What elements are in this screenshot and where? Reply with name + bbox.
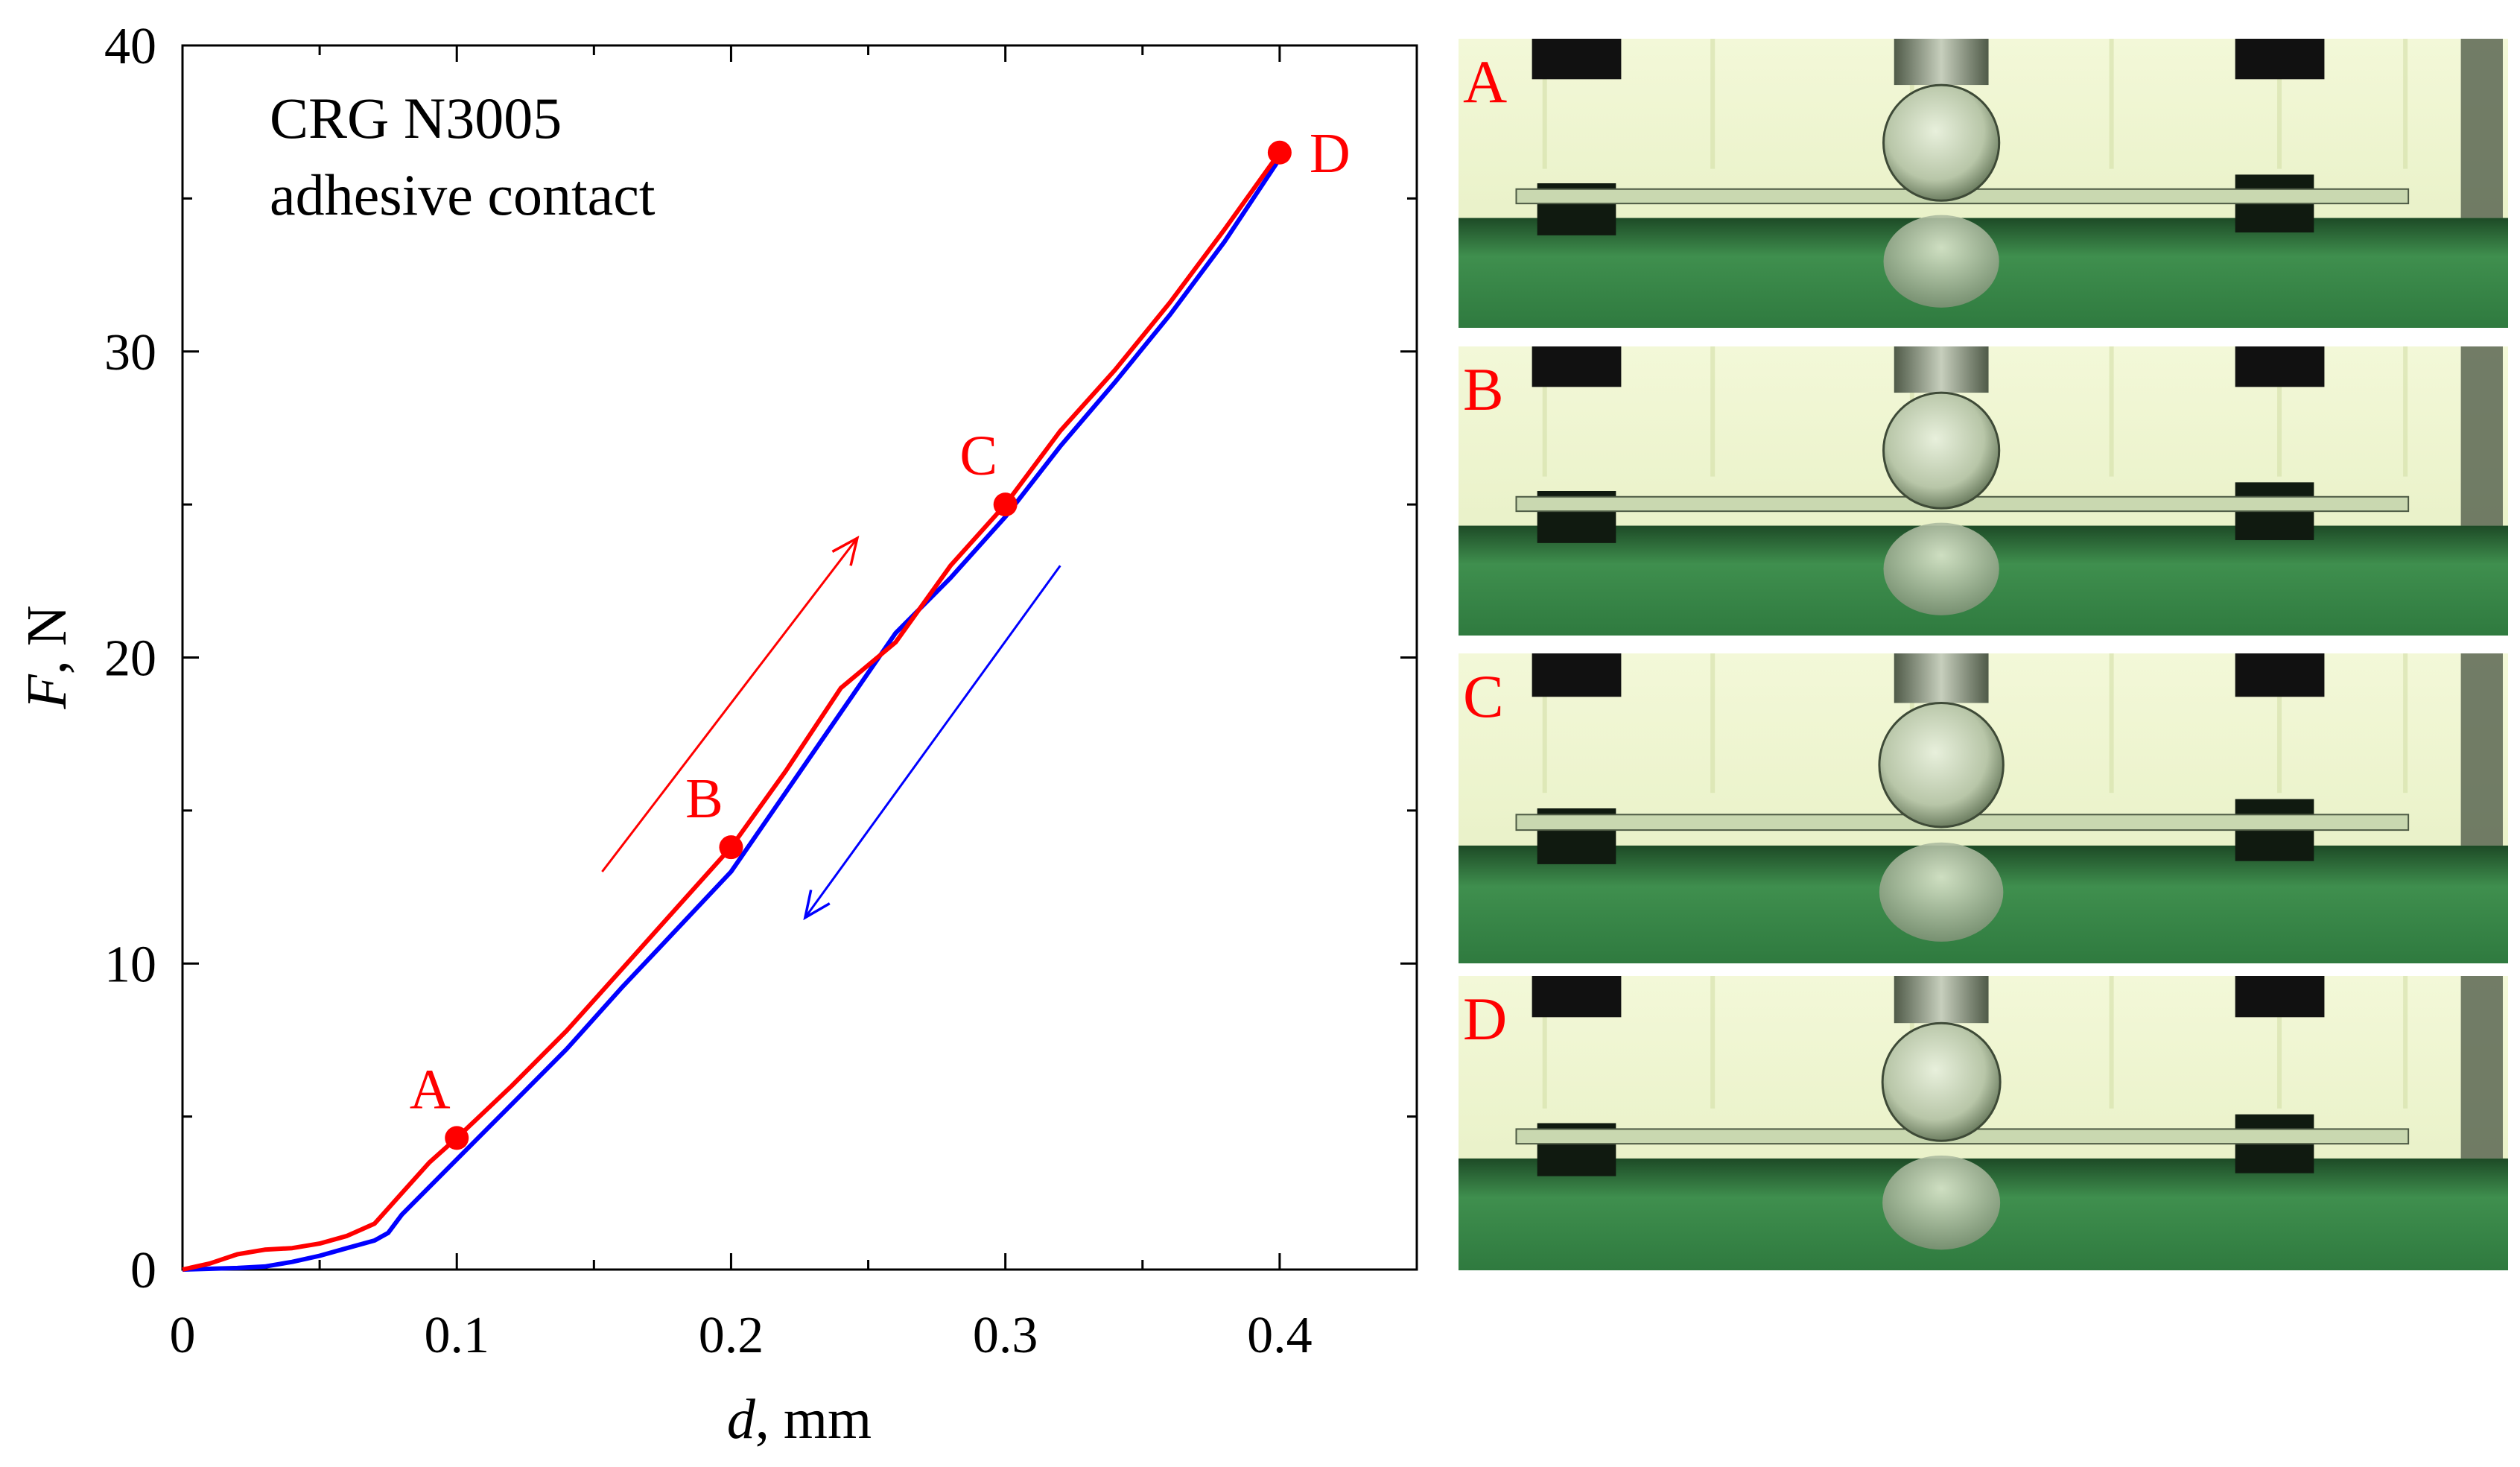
point-c-marker: [993, 492, 1018, 517]
photo-top-block-right: [2235, 346, 2325, 387]
x-axis-label: d, mm: [727, 1388, 872, 1451]
photo-ball: [1878, 702, 2005, 828]
photo-streak: [2109, 976, 2114, 1109]
chart-title-line-1: CRG N3005: [270, 86, 562, 150]
y-axis-variable: F: [16, 674, 78, 710]
axis-ticks: [181, 44, 1418, 1271]
axis-tick-labels: 0 0.1 0.2 0.3 0.4 0 10 20 30 40: [104, 18, 1313, 1364]
photo-panel: C: [1459, 653, 2508, 963]
photo-top-block-right: [2235, 39, 2325, 80]
photo-streak: [1710, 976, 1716, 1109]
x-tick-label: 0.2: [699, 1307, 764, 1364]
x-axis-variable: d: [727, 1388, 756, 1451]
photo-post: [2460, 976, 2503, 1159]
photo-ball: [1882, 391, 2001, 510]
x-tick-label: 0.3: [973, 1307, 1038, 1364]
photo-streak: [2109, 653, 2114, 793]
x-tick-label: 0: [170, 1307, 196, 1364]
photo-streak: [1542, 39, 1547, 169]
photo-streak: [2403, 976, 2408, 1109]
loading-arrow: [601, 537, 859, 872]
point-a-marker: [445, 1126, 469, 1150]
y-axis-label: F, N: [16, 605, 78, 709]
series-layer: [182, 151, 1282, 1272]
photo-top-block-left: [1532, 653, 1622, 697]
photo-panel: D: [1459, 976, 2508, 1270]
photo-streak: [2109, 39, 2114, 169]
unloading-arrow: [804, 565, 1061, 919]
photo-top-block-left: [1532, 346, 1622, 387]
photo-ball: [1882, 83, 2001, 202]
photo-ball-reflection: [1882, 1155, 2001, 1250]
loading-curve: [182, 151, 1282, 1272]
point-a-label: A: [410, 1058, 451, 1121]
photo-streak: [1710, 346, 1716, 477]
photo-streak: [1710, 653, 1716, 793]
photo-streak: [2277, 653, 2282, 793]
y-tick-label: 40: [104, 18, 156, 75]
photo-rod: [1894, 976, 1989, 1024]
photo-streak: [1542, 653, 1547, 793]
unloading-arrow-head: [803, 890, 831, 921]
point-b-marker: [719, 835, 743, 860]
photo-label-b: B: [1463, 355, 1504, 423]
photo-rod: [1894, 346, 1989, 393]
photo-streak: [1710, 39, 1716, 169]
point-c-label: C: [959, 425, 997, 487]
photo-top-block-left: [1532, 976, 1622, 1018]
photo-ball-reflection: [1883, 522, 1999, 615]
loading-arrow-head: [831, 535, 860, 566]
photo-streak: [2109, 346, 2114, 477]
photo-post: [2460, 346, 2503, 526]
y-tick-label: 20: [104, 630, 156, 688]
photo-rod: [1894, 653, 1989, 703]
photo-ball-reflection: [1879, 842, 2004, 942]
photo-streak: [1542, 346, 1547, 477]
photo-post: [2460, 39, 2503, 218]
point-d-label: D: [1310, 122, 1351, 185]
photo-panel: B: [1459, 346, 2508, 636]
point-d-marker: [1267, 140, 1292, 165]
photo-label-a: A: [1463, 48, 1507, 115]
photo-top-block-right: [2235, 976, 2325, 1018]
y-tick-label: 10: [104, 936, 156, 993]
point-b-label: B: [685, 767, 723, 830]
y-axis-unit: , N: [16, 605, 78, 674]
photo-ball: [1881, 1021, 2002, 1142]
photo-label-c: C: [1463, 662, 1504, 730]
photo-panels: A B C D: [1459, 39, 2508, 1270]
x-axis-unit: , mm: [755, 1388, 872, 1451]
photo-streak: [2403, 346, 2408, 477]
photo-streak: [2277, 346, 2282, 477]
photo-ball-reflection: [1883, 215, 1999, 308]
photo-top-block-right: [2235, 653, 2325, 697]
photo-top-block-left: [1532, 39, 1622, 80]
y-tick-label: 0: [130, 1242, 156, 1299]
marker-layer: A B C D: [410, 122, 1351, 1150]
photo-panel: A: [1459, 39, 2508, 328]
photo-streak: [1542, 976, 1547, 1109]
photo-rod: [1894, 39, 1989, 86]
unloading-curve: [182, 157, 1282, 1272]
chart-title-line-2: adhesive contact: [270, 162, 656, 227]
photo-streak: [2277, 976, 2282, 1109]
x-tick-label: 0.1: [424, 1307, 489, 1364]
x-tick-label: 0.4: [1247, 1307, 1313, 1364]
photo-streak: [2403, 39, 2408, 169]
photo-streak: [2403, 653, 2408, 793]
arrow-layer: [601, 535, 1061, 921]
y-tick-label: 30: [104, 324, 156, 381]
photo-streak: [2277, 39, 2282, 169]
photo-post: [2460, 653, 2503, 846]
photo-label-d: D: [1463, 985, 1507, 1053]
